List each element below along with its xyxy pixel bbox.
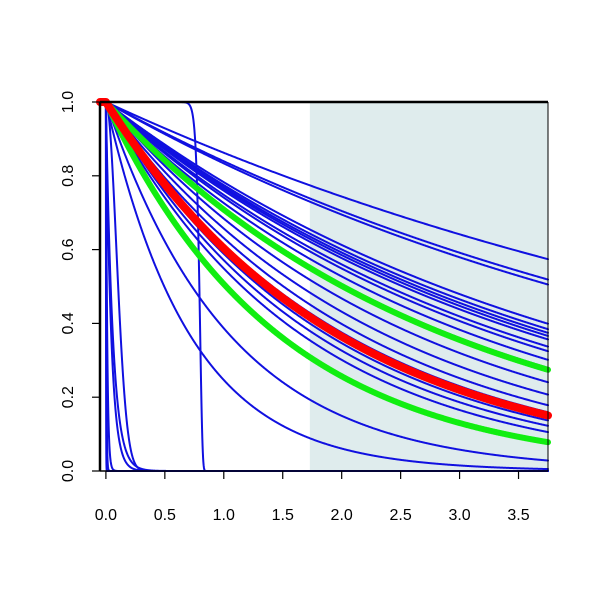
y-tick-label-4: 0.8 (60, 165, 77, 187)
green-curve-29 (97, 99, 551, 446)
blue-curve-0 (99, 101, 549, 261)
x-tick-label-6: 3.0 (448, 507, 470, 524)
y-tick-label-3: 0.6 (60, 238, 77, 260)
x-tick-label-0: 0.0 (95, 507, 117, 524)
x-tick-label-1: 0.5 (154, 507, 176, 524)
x-tick-label-2: 1.0 (213, 507, 235, 524)
x-tick-label-5: 2.5 (390, 507, 412, 524)
green-curve-28 (97, 99, 551, 373)
x-tick-label-7: 3.5 (507, 507, 529, 524)
y-tick-label-0: 0.0 (60, 460, 77, 482)
y-tick-label-5: 1.0 (60, 91, 77, 113)
blue-curve-2 (99, 101, 549, 286)
axes-layer: 0.0 0.5 1.0 1.5 2.0 2.5 3.0 3.5 0.0 0.2 0.4 0.6 0.8 1… (60, 91, 549, 524)
x-tick-label-4: 2.0 (331, 507, 353, 524)
blue-curve-19 (99, 101, 549, 462)
y-tick-label-2: 0.4 (60, 312, 77, 334)
x-tick-label-3: 1.5 (272, 507, 294, 524)
red-curve-30 (96, 98, 552, 420)
y-tick-label-1: 0.2 (60, 386, 77, 408)
blue-curve-20 (99, 101, 549, 471)
